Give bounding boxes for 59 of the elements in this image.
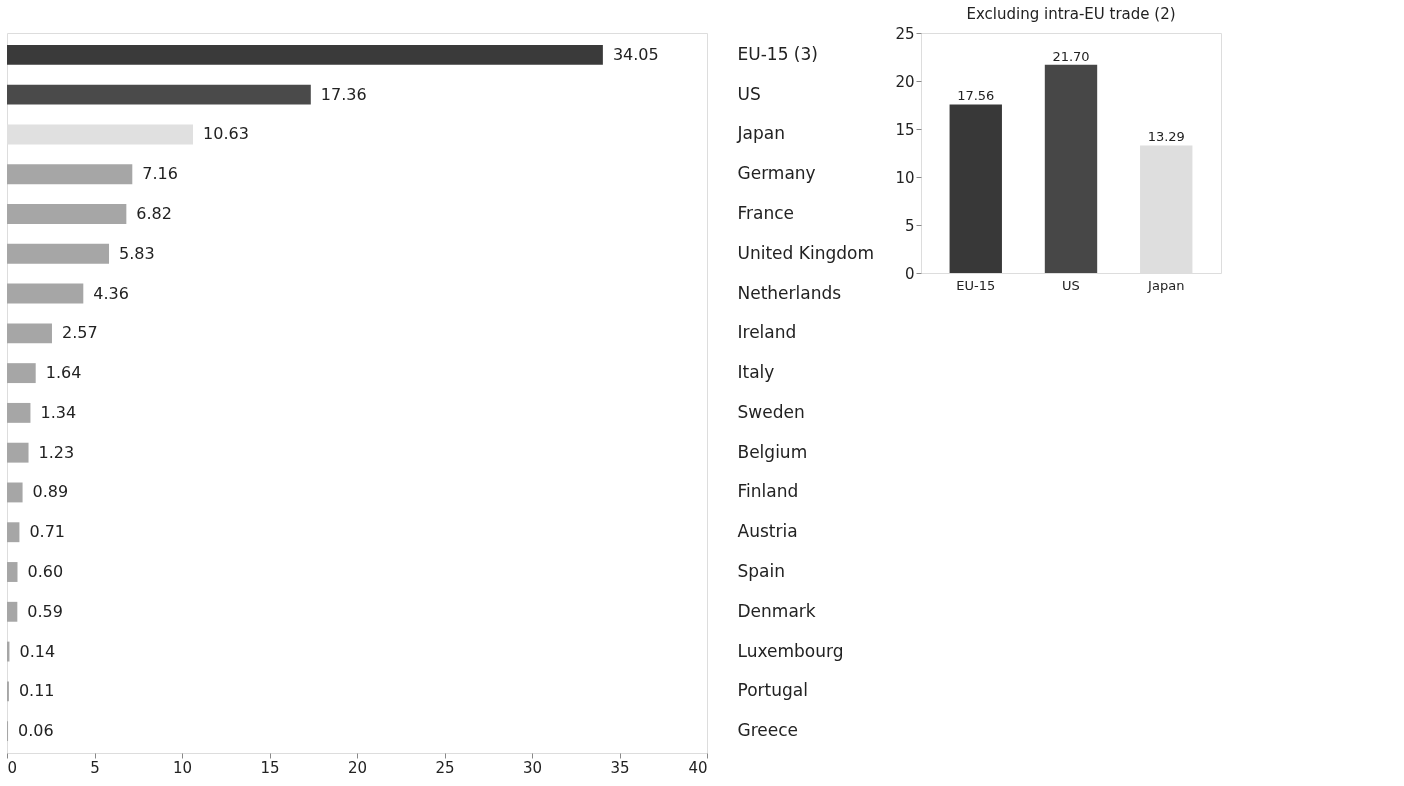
y-tick-label: Denmark: [737, 600, 816, 621]
data-label: 0.11: [18, 681, 55, 701]
data-label: 6.82: [136, 203, 172, 223]
y-tick-label: 5: [904, 216, 915, 235]
x-tick-label: US: [1062, 277, 1080, 293]
x-tick-label: 15: [260, 758, 280, 777]
y-tick-label: France: [737, 202, 795, 223]
data-label: 17.56: [957, 88, 995, 104]
y-tick-label: Austria: [737, 521, 798, 542]
y-tick-label: 15: [895, 120, 915, 139]
chart-title: Excluding intra-EU trade (2): [966, 5, 1176, 23]
y-tick-label: 20: [895, 72, 915, 91]
y-tick-label: Portugal: [737, 680, 808, 701]
data-label: 0.59: [27, 601, 63, 621]
x-tick-label: 20: [347, 758, 368, 777]
x-tick-label: 35: [610, 758, 630, 777]
y-tick-label: Luxembourg: [737, 640, 844, 661]
y-tick-label: Japan: [736, 123, 785, 144]
x-tick-label: Japan: [1147, 277, 1185, 293]
x-tick-label: 10: [172, 758, 193, 777]
data-label: 5.83: [119, 243, 155, 263]
y-tick-label: Greece: [737, 720, 799, 741]
data-label: 0.89: [32, 482, 69, 502]
data-label: 13.29: [1147, 129, 1185, 145]
y-tick-label: Sweden: [737, 401, 805, 422]
y-tick-label: EU-15 (3): [737, 43, 818, 64]
x-tick-label: 40: [688, 758, 708, 777]
x-tick-label: 0: [7, 758, 18, 777]
y-tick-label: Germany: [737, 163, 816, 184]
x-tick-label: 5: [90, 758, 100, 777]
bar: [1044, 64, 1098, 273]
y-tick-label: 25: [895, 24, 915, 43]
data-label: 4.36: [93, 283, 129, 303]
x-tick-label: 25: [435, 758, 455, 777]
data-label: 0.14: [19, 641, 56, 661]
x-tick-label: 30: [522, 758, 543, 777]
data-label: 34.05: [612, 44, 659, 64]
data-label: 0.60: [27, 562, 64, 582]
y-tick-label: Finland: [737, 481, 799, 502]
data-label: 17.36: [320, 84, 367, 104]
data-label: 1.23: [38, 442, 75, 462]
x-tick-label: EU-15: [956, 277, 996, 293]
data-label: 2.57: [61, 323, 98, 343]
y-tick-label: United Kingdom: [737, 242, 874, 263]
data-label: 1.64: [45, 363, 82, 383]
y-tick-label: Ireland: [737, 322, 797, 343]
y-tick-label: Belgium: [737, 441, 808, 462]
y-tick-label: 10: [895, 168, 915, 187]
y-tick-label: Netherlands: [737, 282, 842, 303]
data-label: 7.16: [142, 164, 178, 184]
data-label: 0.71: [29, 522, 66, 542]
y-tick-label: Italy: [737, 362, 775, 383]
y-tick-label: Spain: [737, 561, 785, 582]
data-label: 0.06: [18, 721, 54, 741]
y-tick-label: US: [737, 83, 761, 104]
data-label: 10.63: [203, 124, 249, 144]
data-label: 1.34: [40, 402, 77, 422]
data-label: 21.70: [1052, 48, 1090, 64]
bar: [949, 104, 1002, 273]
